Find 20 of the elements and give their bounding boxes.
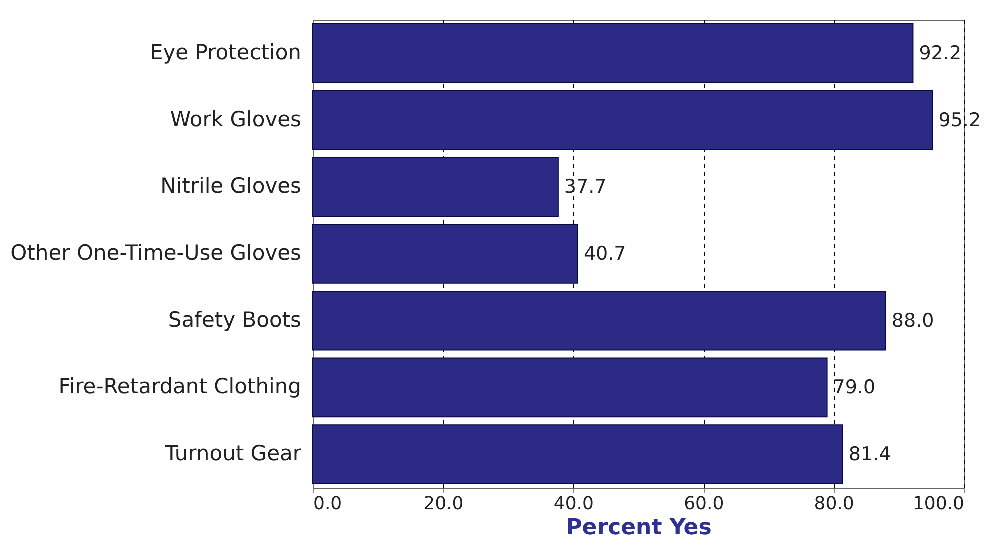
data-label: 88.0 (892, 310, 934, 332)
data-label: 79.0 (833, 376, 876, 399)
y-tick-label: Fire-Retardant Clothing (58, 374, 302, 399)
y-tick-label: Work Gloves (170, 107, 302, 132)
x-tick-label: 80.0 (814, 494, 854, 514)
data-label: 40.7 (584, 243, 626, 265)
x-tick-label: 20.0 (424, 494, 464, 514)
x-tick-label: 60.0 (684, 494, 724, 514)
data-label: 81.4 (848, 444, 892, 466)
y-tick-label: Eye Protection (150, 40, 302, 64)
y-tick-label: Nitrile Gloves (160, 174, 302, 198)
y-tick-label: Other One-Time-Use Gloves (10, 241, 302, 265)
y-tick-label: Turnout Gear (164, 442, 302, 466)
y-tick-label: Safety Boots (168, 308, 302, 332)
x-tick-label: 100.0 (912, 494, 964, 514)
x-tick-label: 0.0 (314, 494, 342, 514)
data-label: 92.2 (919, 42, 962, 64)
x-tick-label: 40.0 (554, 494, 594, 514)
x-axis-title: Percent Yes (566, 516, 712, 540)
data-label: 37.7 (564, 176, 607, 198)
